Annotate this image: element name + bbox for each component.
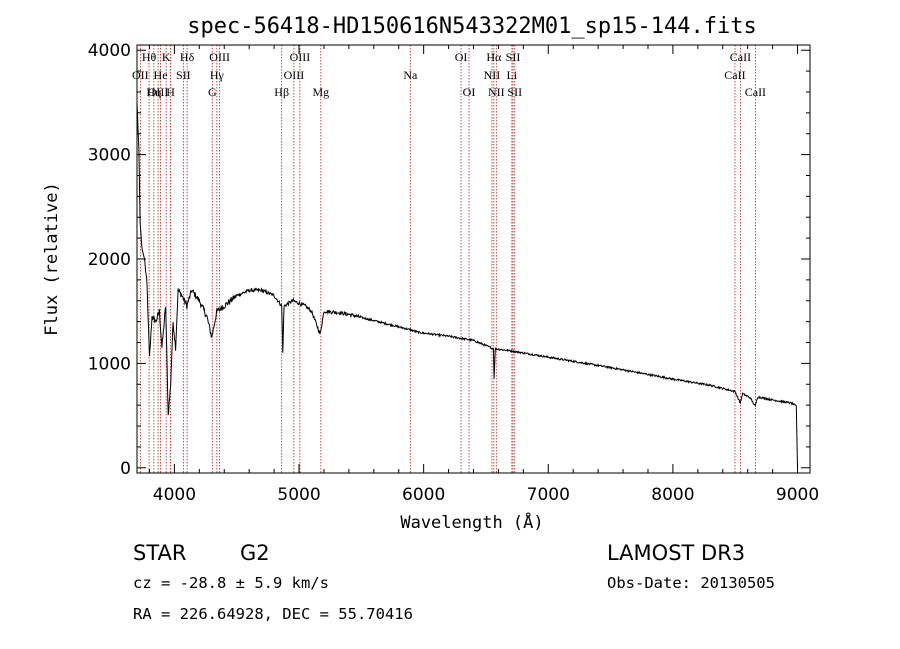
line-marker-label: OIII bbox=[209, 50, 230, 64]
x-tick-label: 6000 bbox=[402, 485, 445, 505]
line-marker-label: Hδ bbox=[180, 50, 195, 64]
x-tick-label: 4000 bbox=[153, 485, 196, 505]
observation-date: Obs-Date: 20130505 bbox=[607, 574, 775, 592]
redshift-velocity: cz = -28.8 ± 5.9 km/s bbox=[133, 574, 329, 592]
x-axis-label: Wavelength (Å) bbox=[400, 511, 543, 533]
x-tick-label: 7000 bbox=[527, 485, 570, 505]
line-marker-label: NII bbox=[484, 68, 501, 82]
plot-frame bbox=[136, 44, 811, 474]
line-marker-label: CaII bbox=[724, 68, 745, 82]
line-marker-label: OIII bbox=[290, 50, 311, 64]
x-tick-label: 8000 bbox=[651, 485, 694, 505]
spectrum-line bbox=[136, 102, 798, 468]
chart-title: spec-56418-HD150616N543322M01_sp15-144.f… bbox=[187, 14, 757, 39]
line-marker-label: Hη bbox=[146, 85, 161, 99]
object-subclass: G2 bbox=[240, 541, 270, 565]
line-marker-label: SII bbox=[506, 50, 521, 64]
line-marker-label: Hβ bbox=[274, 85, 289, 99]
line-marker-label: OIII bbox=[148, 85, 169, 99]
line-marker-label: SII bbox=[176, 68, 191, 82]
spectral-line-labels: Hθ K Hδ OIII OIII OI Hα SII CaII OII He SII Hγ OIII Na… bbox=[132, 50, 766, 99]
survey-name: LAMOST DR3 bbox=[607, 541, 745, 565]
line-marker-label: G bbox=[208, 85, 217, 99]
line-marker-label: Mg bbox=[312, 85, 329, 99]
line-marker-label: Na bbox=[403, 68, 418, 82]
spectral-line-markers bbox=[139, 45, 756, 473]
x-axis: 4000 5000 6000 7000 8000 9000 bbox=[148, 45, 819, 505]
line-marker-label: CaII bbox=[730, 50, 751, 64]
line-marker-label: SII bbox=[507, 85, 522, 99]
line-marker-label: Hα bbox=[486, 50, 502, 64]
line-marker-label: H bbox=[166, 85, 175, 99]
y-tick-label: 1000 bbox=[88, 354, 131, 374]
line-marker-label: He bbox=[154, 68, 168, 82]
line-marker-label: Hγ bbox=[210, 68, 225, 82]
line-marker-label: K bbox=[162, 50, 171, 64]
line-marker-label: OII bbox=[132, 68, 149, 82]
y-tick-label: 4000 bbox=[88, 41, 131, 61]
line-marker-label: OI bbox=[463, 85, 476, 99]
y-tick-label: 0 bbox=[120, 459, 131, 479]
x-tick-label: 5000 bbox=[277, 485, 320, 505]
object-class: STAR bbox=[133, 541, 186, 565]
line-marker-label: CaII bbox=[745, 85, 766, 99]
line-marker-label: Hθ bbox=[142, 50, 157, 64]
ra-dec-coordinates: RA = 226.64928, DEC = 55.70416 bbox=[133, 605, 413, 623]
line-marker-label: OI bbox=[455, 50, 468, 64]
line-marker-label: NII bbox=[488, 85, 505, 99]
y-axis-label: Flux (relative) bbox=[42, 182, 62, 336]
y-tick-label: 3000 bbox=[88, 146, 131, 166]
x-tick-label: 9000 bbox=[776, 485, 819, 505]
y-axis: 0 1000 2000 3000 4000 bbox=[88, 41, 810, 479]
y-tick-label: 2000 bbox=[88, 250, 131, 270]
line-marker-label: Li bbox=[507, 68, 518, 82]
line-marker-label: OIII bbox=[284, 68, 305, 82]
